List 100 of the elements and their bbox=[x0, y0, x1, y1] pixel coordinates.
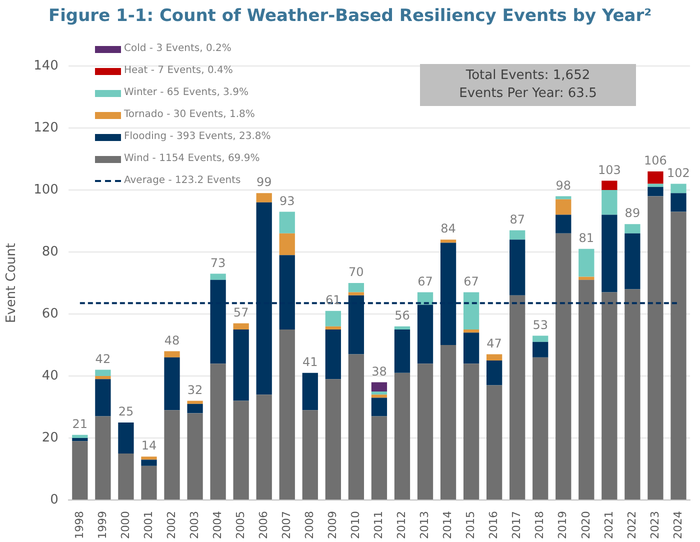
bar bbox=[510, 295, 526, 500]
bar bbox=[648, 186, 664, 196]
x-tick-label: 2008 bbox=[303, 511, 316, 540]
bar bbox=[210, 364, 226, 500]
x-tick-label: 1998 bbox=[72, 511, 86, 540]
bar bbox=[348, 292, 364, 296]
x-tick-label: 2002 bbox=[164, 511, 178, 540]
total-label: 87 bbox=[510, 212, 525, 226]
total-label: 81 bbox=[578, 231, 594, 246]
legend-label: Winter - 65 Events, 3.9% bbox=[124, 86, 248, 100]
bar bbox=[463, 364, 480, 500]
legend-label: Heat - 7 Events, 0.4% bbox=[124, 64, 233, 78]
bar bbox=[233, 400, 249, 500]
x-tick-label: 2011 bbox=[372, 511, 386, 540]
bar bbox=[556, 199, 572, 215]
x-tick-label: 2018 bbox=[533, 511, 546, 540]
y-tick-label: 140 bbox=[34, 58, 58, 74]
bar bbox=[164, 351, 180, 358]
total-label: 89 bbox=[624, 206, 640, 220]
total-label: 38 bbox=[372, 364, 387, 378]
bar bbox=[141, 460, 157, 466]
y-tick-label: 20 bbox=[42, 430, 58, 446]
total-label: 102 bbox=[667, 166, 690, 180]
legend-label: Cold - 3 Events, 0.2% bbox=[124, 42, 232, 56]
total-label: 70 bbox=[348, 265, 364, 280]
y-tick-label: 120 bbox=[34, 120, 58, 136]
bar bbox=[371, 398, 388, 416]
bar bbox=[371, 382, 388, 392]
bar bbox=[648, 171, 664, 184]
bar bbox=[578, 276, 594, 280]
bar bbox=[348, 283, 364, 292]
bar bbox=[302, 410, 318, 500]
x-tick-label: 2015 bbox=[464, 511, 478, 540]
bar bbox=[463, 292, 480, 330]
bar bbox=[532, 336, 548, 342]
bar bbox=[394, 372, 410, 500]
bar bbox=[417, 364, 434, 500]
bar bbox=[279, 330, 295, 500]
bar bbox=[164, 410, 180, 500]
bar bbox=[164, 357, 180, 410]
annotation: Total Events: 1,652 bbox=[464, 67, 592, 85]
bar bbox=[510, 240, 526, 296]
bar bbox=[556, 233, 572, 500]
bar bbox=[394, 330, 410, 373]
x-tick-label: 2010 bbox=[349, 511, 362, 540]
bar bbox=[670, 212, 686, 500]
bar bbox=[95, 416, 111, 500]
bar bbox=[648, 184, 664, 187]
total-label: 25 bbox=[118, 404, 134, 419]
bar bbox=[578, 248, 594, 277]
total-label: 14 bbox=[141, 438, 157, 453]
bar bbox=[463, 332, 480, 364]
x-tick-label: 2009 bbox=[326, 511, 340, 540]
bar bbox=[670, 193, 686, 212]
x-tick-label: 2016 bbox=[487, 511, 500, 540]
x-tick-label: 2020 bbox=[579, 511, 592, 540]
bar bbox=[302, 372, 318, 410]
total-label: 42 bbox=[95, 352, 111, 366]
bar bbox=[210, 274, 226, 280]
x-tick-label: 2013 bbox=[418, 511, 432, 540]
legend-label: Tornado - 30 Events, 1.8% bbox=[124, 108, 255, 122]
bar bbox=[602, 292, 618, 500]
bar bbox=[486, 385, 502, 500]
y-tick-label: 100 bbox=[34, 182, 58, 198]
total-label: 84 bbox=[440, 222, 456, 236]
bar bbox=[118, 454, 134, 500]
legend-label: Flooding - 393 Events, 23.8% bbox=[124, 130, 271, 144]
bar bbox=[325, 379, 341, 500]
bar bbox=[371, 416, 388, 500]
y-tick-label: 40 bbox=[42, 368, 58, 384]
total-label: 93 bbox=[279, 194, 295, 208]
bar bbox=[394, 326, 410, 330]
total-label: 32 bbox=[187, 382, 203, 397]
x-tick-label: 2007 bbox=[280, 511, 293, 540]
total-label: 53 bbox=[532, 318, 548, 332]
bar bbox=[141, 466, 157, 500]
x-tick-label: 2021 bbox=[602, 511, 616, 540]
bar bbox=[233, 330, 249, 401]
bar bbox=[72, 441, 88, 500]
total-label: 41 bbox=[302, 355, 318, 370]
bar bbox=[624, 289, 640, 500]
bar bbox=[532, 342, 548, 358]
total-label: 67 bbox=[464, 274, 479, 288]
bar bbox=[325, 326, 341, 330]
total-label: 98 bbox=[556, 178, 572, 192]
bar bbox=[463, 330, 480, 333]
total-label: 56 bbox=[394, 308, 410, 323]
x-tick-label: 2024 bbox=[671, 511, 684, 540]
bar bbox=[556, 214, 572, 234]
bar bbox=[371, 392, 388, 395]
total-label: 106 bbox=[644, 154, 667, 168]
bar bbox=[578, 280, 594, 500]
bar bbox=[187, 404, 203, 414]
bar bbox=[118, 422, 134, 454]
bar bbox=[648, 196, 664, 500]
x-tick-label: 2000 bbox=[118, 511, 132, 540]
bar bbox=[325, 310, 341, 326]
chart-title: Figure 1-1: Count of Weather-Based Resiliency Events by Year² bbox=[47, 5, 653, 28]
bar bbox=[670, 184, 686, 194]
bar bbox=[602, 214, 618, 292]
